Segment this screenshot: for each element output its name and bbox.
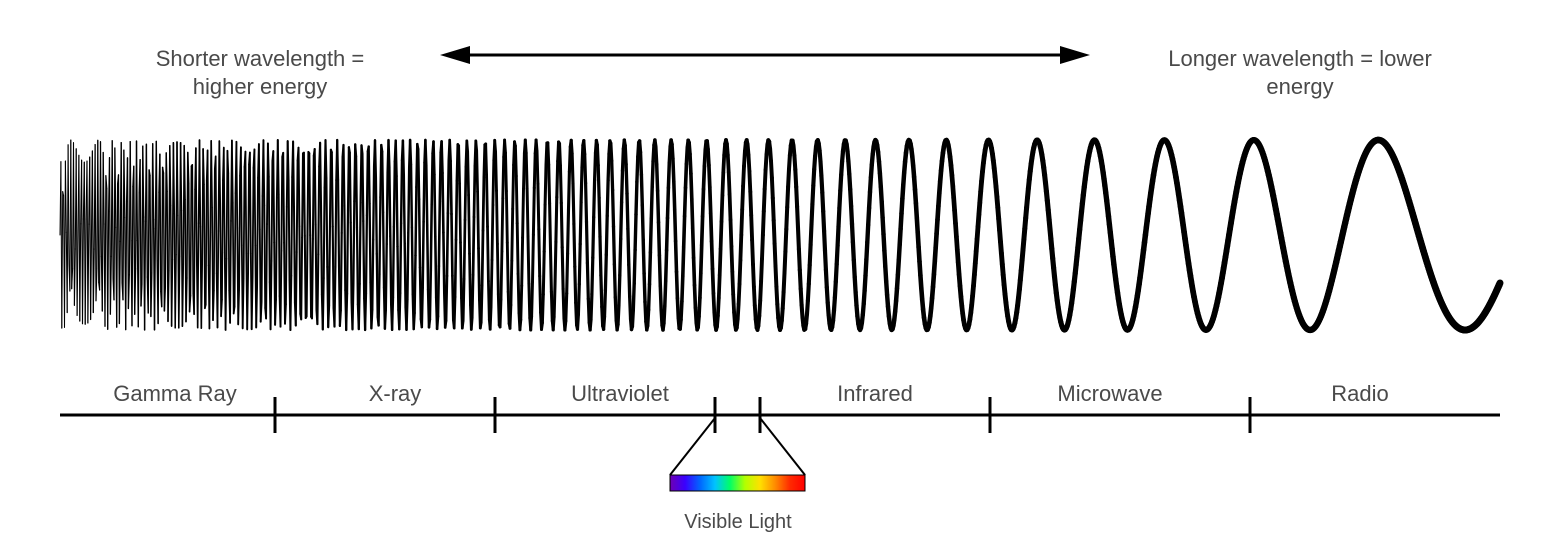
visible-light-callout bbox=[670, 418, 805, 491]
visible-spectrum-bar bbox=[670, 475, 805, 491]
header-left-label: Shorter wavelength = higher energy bbox=[0, 45, 560, 100]
visible-light-label: Visible Light bbox=[438, 510, 1038, 535]
band-label-5: Radio bbox=[1060, 380, 1549, 408]
spectrum-wave bbox=[60, 140, 1500, 330]
header-right-label: Longer wavelength = lower energy bbox=[1000, 45, 1549, 100]
